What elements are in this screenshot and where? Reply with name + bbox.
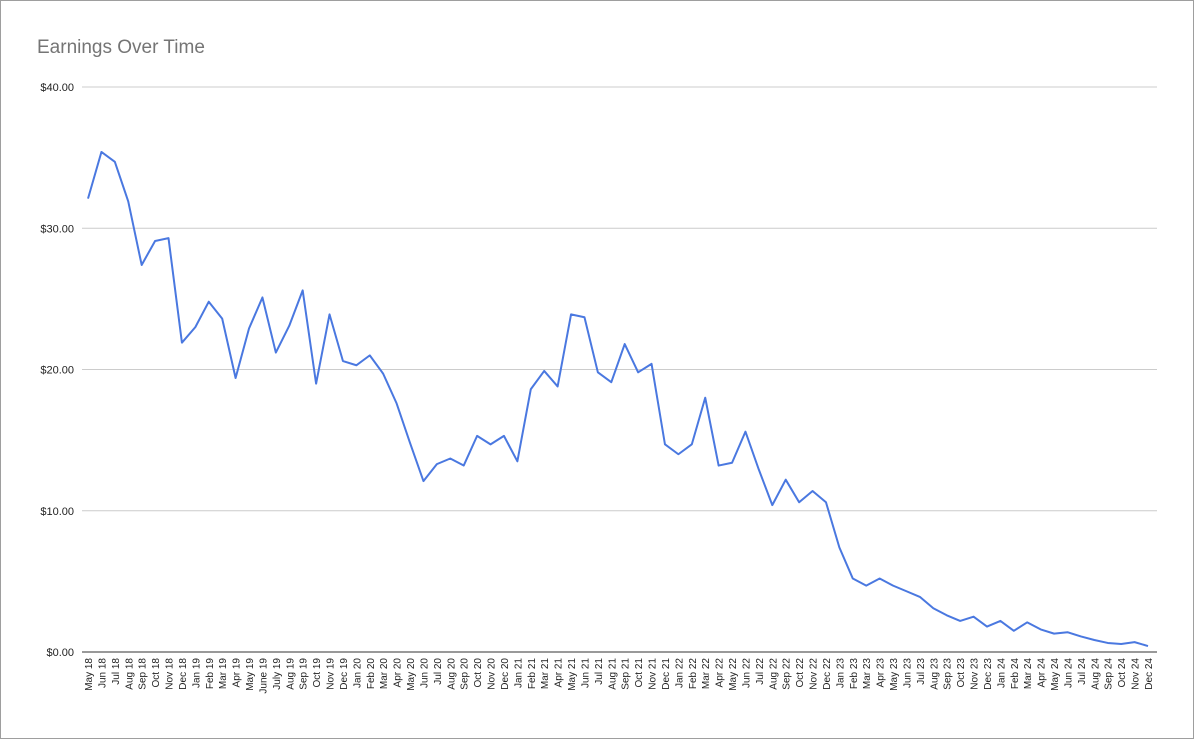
x-tick-label: Jul 23 bbox=[916, 658, 927, 685]
x-tick-label: Oct 22 bbox=[795, 658, 806, 688]
x-tick-label: Jan 21 bbox=[513, 658, 524, 688]
x-tick-label: May 19 bbox=[245, 658, 256, 691]
x-tick-label: Nov 20 bbox=[487, 658, 498, 690]
x-tick-label: Sep 24 bbox=[1104, 658, 1115, 690]
x-tick-label: Apr 21 bbox=[554, 658, 565, 688]
x-tick-label: Nov 22 bbox=[809, 658, 820, 690]
x-tick-label: May 22 bbox=[728, 658, 739, 691]
x-tick-label: Dec 19 bbox=[339, 658, 350, 690]
x-tick-label: Dec 20 bbox=[500, 658, 511, 690]
x-tick-label: May 21 bbox=[567, 658, 578, 691]
x-tick-label: Jul 18 bbox=[111, 658, 122, 685]
x-tick-label: Jul 21 bbox=[594, 658, 605, 685]
x-tick-label: Jan 22 bbox=[674, 658, 685, 688]
x-tick-label: Apr 22 bbox=[715, 658, 726, 688]
x-tick-label: Mar 22 bbox=[701, 658, 712, 690]
x-tick-label: Jun 21 bbox=[580, 658, 591, 688]
x-tick-label: Dec 24 bbox=[1144, 658, 1155, 690]
x-tick-label: Dec 18 bbox=[178, 658, 189, 690]
x-tick-label: Aug 18 bbox=[124, 658, 135, 690]
x-tick-label: May 24 bbox=[1050, 658, 1061, 691]
x-tick-label: Oct 23 bbox=[956, 658, 967, 688]
x-tick-label: Sep 19 bbox=[299, 658, 310, 690]
x-tick-label: Nov 21 bbox=[648, 658, 659, 690]
x-tick-label: Aug 22 bbox=[768, 658, 779, 690]
x-tick-label: Mar 21 bbox=[540, 658, 551, 690]
x-tick-label: Aug 24 bbox=[1090, 658, 1101, 690]
x-tick-label: Feb 19 bbox=[205, 658, 216, 690]
x-tick-label: Oct 19 bbox=[312, 658, 323, 688]
x-tick-label: Sep 21 bbox=[621, 658, 632, 690]
chart-title: Earnings Over Time bbox=[37, 37, 205, 58]
x-tick-label: Jan 23 bbox=[835, 658, 846, 688]
x-tick-label: Jul 24 bbox=[1077, 658, 1088, 685]
x-tick-label: Mar 24 bbox=[1023, 658, 1034, 690]
x-tick-label: May 18 bbox=[84, 658, 95, 691]
x-tick-label: Feb 22 bbox=[688, 658, 699, 690]
x-tick-label: Aug 19 bbox=[285, 658, 296, 690]
x-tick-label: Jul 22 bbox=[755, 658, 766, 685]
x-tick-label: Sep 20 bbox=[460, 658, 471, 690]
x-tick-label: Sep 23 bbox=[943, 658, 954, 690]
x-tick-label: June 19 bbox=[258, 658, 269, 694]
x-tick-label: Jan 20 bbox=[352, 658, 363, 688]
x-tick-label: Nov 19 bbox=[326, 658, 337, 690]
x-tick-label: Oct 18 bbox=[151, 658, 162, 688]
x-tick-label: Jul 20 bbox=[433, 658, 444, 685]
x-tick-label: Jun 22 bbox=[741, 658, 752, 688]
x-tick-label: Nov 18 bbox=[165, 658, 176, 690]
x-tick-label: Sep 22 bbox=[782, 658, 793, 690]
y-tick-label: $30.00 bbox=[40, 223, 74, 235]
x-tick-label: Apr 19 bbox=[232, 658, 243, 688]
x-tick-label: Apr 23 bbox=[876, 658, 887, 688]
x-tick-label: May 20 bbox=[406, 658, 417, 691]
x-tick-label: Sep 18 bbox=[138, 658, 149, 690]
x-tick-label: Apr 24 bbox=[1037, 658, 1048, 688]
line-series bbox=[87, 150, 1149, 648]
y-tick-label: $40.00 bbox=[40, 82, 74, 94]
y-tick-label: $10.00 bbox=[40, 506, 74, 518]
x-tick-label: Nov 23 bbox=[970, 658, 981, 690]
x-tick-label: Aug 20 bbox=[446, 658, 457, 690]
x-tick-label: Jan 19 bbox=[191, 658, 202, 688]
x-tick-label: Dec 22 bbox=[822, 658, 833, 690]
x-tick-label: Feb 24 bbox=[1010, 658, 1021, 690]
x-tick-label: Feb 23 bbox=[849, 658, 860, 690]
x-tick-label: Jan 24 bbox=[996, 658, 1007, 688]
x-tick-label: Oct 21 bbox=[634, 658, 645, 688]
x-tick-label: Mar 23 bbox=[862, 658, 873, 690]
x-tick-label: Feb 20 bbox=[366, 658, 377, 690]
x-tick-label: July 19 bbox=[272, 658, 283, 690]
x-tick-label: Jun 24 bbox=[1063, 658, 1074, 688]
x-tick-label: Dec 23 bbox=[983, 658, 994, 690]
x-tick-label: Aug 23 bbox=[929, 658, 940, 690]
y-tick-label: $0.00 bbox=[46, 647, 74, 659]
y-tick-label: $20.00 bbox=[40, 365, 74, 377]
x-tick-label: Nov 24 bbox=[1131, 658, 1142, 690]
x-tick-label: Oct 20 bbox=[473, 658, 484, 688]
x-tick-label: Dec 21 bbox=[661, 658, 672, 690]
x-tick-label: Apr 20 bbox=[393, 658, 404, 688]
x-tick-label: Mar 19 bbox=[218, 658, 229, 690]
x-tick-label: Jun 20 bbox=[419, 658, 430, 688]
x-tick-label: Oct 24 bbox=[1117, 658, 1128, 688]
x-tick-label: Jun 18 bbox=[97, 658, 108, 688]
x-tick-label: Aug 21 bbox=[607, 658, 618, 690]
x-tick-label: Feb 21 bbox=[527, 658, 538, 690]
x-tick-label: Mar 20 bbox=[379, 658, 390, 690]
x-tick-label: Jun 23 bbox=[902, 658, 913, 688]
x-tick-label: May 23 bbox=[889, 658, 900, 691]
